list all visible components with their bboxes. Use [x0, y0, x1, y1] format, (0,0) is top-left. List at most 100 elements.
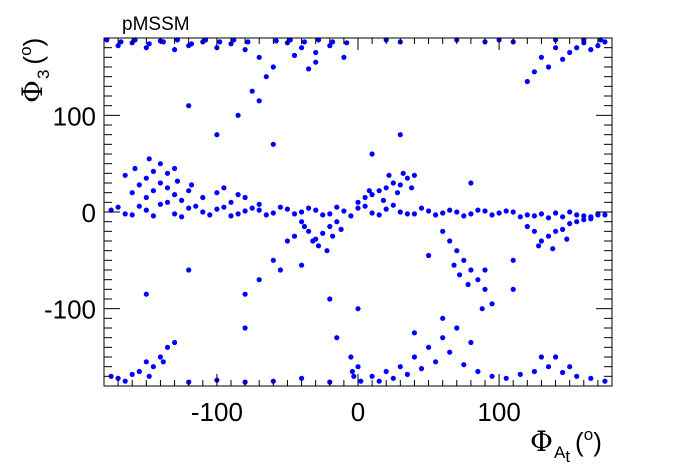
scatter-point	[320, 212, 326, 218]
scatter-point	[108, 207, 114, 213]
scatter-point	[270, 64, 276, 70]
scatter-point	[263, 212, 269, 218]
ticks-layer: -100 0 100 -100 0 100	[44, 37, 613, 427]
scatter-point	[146, 373, 152, 379]
scatter-point	[567, 221, 573, 227]
scatter-point	[214, 206, 220, 212]
scatter-point	[348, 213, 354, 219]
scatter-point	[397, 182, 403, 188]
x-axis-sub: A	[554, 443, 566, 462]
scatter-point	[150, 213, 156, 219]
scatter-point	[164, 344, 171, 350]
scatter-point	[479, 306, 485, 312]
scatter-point	[409, 185, 415, 191]
y-tick-label: -100	[44, 295, 96, 325]
scatter-point	[418, 366, 425, 372]
scatter-point	[602, 212, 608, 218]
scatter-point	[327, 211, 333, 217]
y-tick-label: 0	[82, 198, 96, 228]
scatter-point	[411, 354, 417, 360]
scatter-point	[136, 182, 142, 188]
scatter-point	[489, 373, 495, 379]
scatter-point	[157, 180, 163, 186]
scatter-point	[122, 211, 128, 217]
scatter-point	[574, 45, 580, 51]
scatter-point	[299, 219, 305, 225]
scatter-point	[214, 190, 220, 196]
scatter-point	[553, 228, 559, 234]
scatter-point	[143, 359, 149, 365]
scatter-point	[581, 213, 587, 219]
scatter-point	[306, 205, 312, 211]
scatter-point	[256, 201, 262, 207]
scatter-point	[510, 257, 516, 263]
scatter-point	[355, 364, 361, 370]
scatter-point	[188, 182, 195, 188]
scatter-point	[186, 267, 192, 273]
scatter-point	[457, 272, 463, 278]
scatter-point	[122, 378, 128, 384]
scatter-point	[330, 233, 336, 239]
scatter-point	[524, 223, 530, 230]
y-axis-label: Φ3 (o)	[16, 38, 53, 103]
y-tick-label: 100	[53, 101, 96, 131]
y-axis-symbol: Φ	[16, 80, 49, 103]
scatter-point	[160, 359, 166, 365]
scatter-point	[524, 212, 530, 218]
scatter-point	[433, 359, 439, 365]
scatter-point	[277, 267, 283, 273]
scatter-point	[397, 209, 403, 215]
scatter-point	[334, 219, 340, 225]
scatter-point	[284, 206, 290, 212]
scatter-point	[299, 209, 305, 215]
scatter-point	[172, 47, 178, 53]
scatter-point	[394, 190, 401, 196]
scatter-point	[256, 207, 262, 213]
scatter-point	[334, 204, 340, 210]
scatter-point	[475, 207, 481, 213]
scatter-point	[482, 208, 488, 214]
scatter-point	[404, 211, 410, 217]
scatter-point	[334, 335, 340, 341]
scatter-point	[426, 208, 432, 214]
scatter-point	[451, 262, 457, 268]
scatter-point	[560, 214, 566, 220]
scatter-point	[574, 212, 580, 218]
x-tick-label: 0	[351, 397, 365, 427]
scatter-point	[489, 212, 495, 218]
scatter-point	[538, 238, 545, 244]
scatter-point	[327, 223, 333, 230]
scatter-point	[560, 369, 566, 376]
scatter-point	[536, 243, 542, 249]
scatter-point	[362, 203, 368, 209]
x-axis-unit-close: )	[593, 427, 602, 457]
scatter-point	[299, 262, 305, 268]
scatter-point	[118, 39, 124, 45]
scatter-point	[447, 238, 453, 244]
scatter-point	[531, 228, 538, 234]
scatter-point	[454, 248, 460, 254]
scatter-point	[324, 248, 330, 254]
scatter-point	[313, 59, 319, 65]
scatter-point	[186, 205, 192, 211]
scatter-point	[235, 211, 241, 217]
scatter-point	[172, 192, 178, 198]
scatter-point	[383, 206, 389, 212]
scatter-point	[157, 201, 163, 207]
scatter-point	[306, 66, 312, 72]
scatter-point	[355, 306, 361, 312]
scatter-point	[595, 212, 601, 218]
scatter-point	[426, 344, 432, 350]
scatter-point	[531, 69, 538, 75]
scatter-point	[132, 37, 138, 43]
scatter-point	[310, 238, 316, 244]
scatter-point	[574, 219, 580, 225]
scatter-point	[150, 168, 156, 174]
scatter-point	[440, 315, 446, 321]
scatter-point	[207, 212, 213, 218]
scatter-point	[143, 194, 149, 201]
scatter-point	[461, 362, 467, 368]
scatter-point	[503, 208, 509, 214]
scatter-point	[164, 170, 171, 176]
scatter-point	[203, 37, 209, 43]
